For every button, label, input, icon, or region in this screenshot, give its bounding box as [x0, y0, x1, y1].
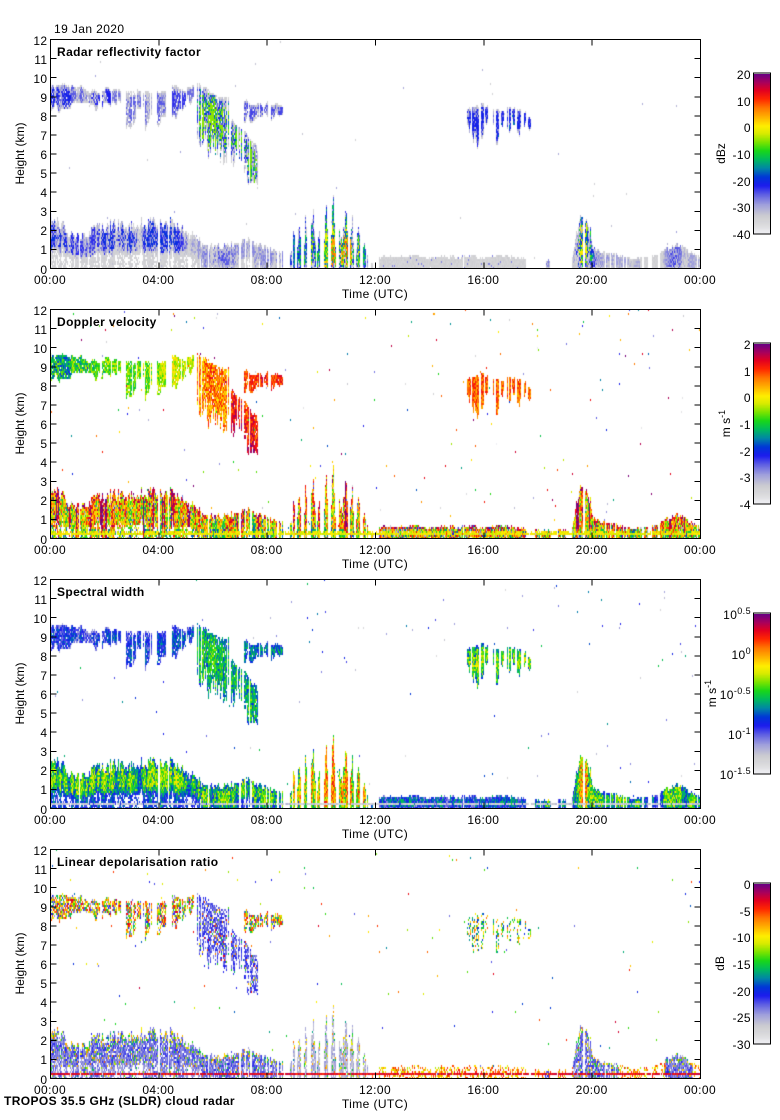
- svg-text:m s-1: m s-1: [717, 410, 733, 437]
- svg-text:Height (km): Height (km): [13, 122, 27, 184]
- svg-text:m s-1: m s-1: [703, 680, 719, 707]
- svg-text:Height (km): Height (km): [13, 662, 27, 724]
- svg-text:dB: dB: [713, 956, 727, 971]
- svg-text:Height (km): Height (km): [13, 932, 27, 994]
- svg-text:dBz: dBz: [714, 143, 728, 164]
- svg-text:Height (km): Height (km): [13, 392, 27, 454]
